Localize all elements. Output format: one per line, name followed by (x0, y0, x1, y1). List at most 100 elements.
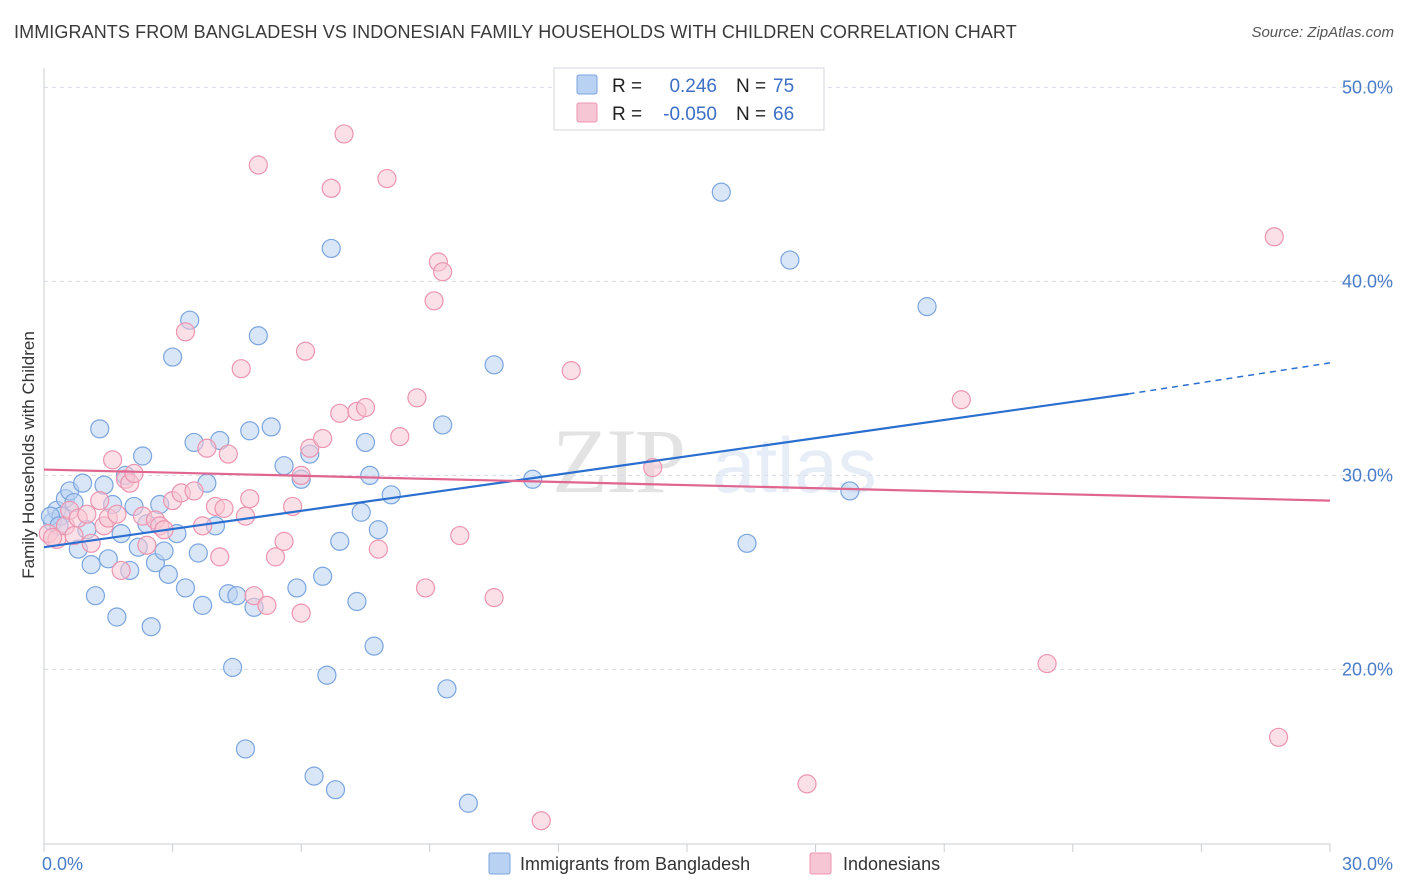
bangladesh-point-40 (235, 739, 256, 759)
bangladesh-point-11 (90, 419, 110, 439)
bangladesh-point-71 (917, 297, 937, 317)
indonesians-point-15 (124, 463, 144, 484)
series-indonesians-points (38, 124, 1289, 831)
bangladesh-point-57 (355, 432, 376, 453)
grid-lines: 20.0% 30.0% 40.0% 50.0% (44, 77, 1393, 679)
stats-blue-n-label: N = (736, 76, 766, 97)
bangladesh-point-69 (780, 250, 800, 270)
bangladesh-trend-line (43, 392, 1129, 549)
indonesians-point-62 (797, 774, 817, 794)
x-tick-label-0: 0.0% (42, 854, 83, 874)
indonesians-point-10 (102, 450, 123, 470)
indonesians-point-52 (407, 388, 427, 408)
bangladesh-point-43 (248, 326, 268, 346)
indonesians-point-7 (90, 491, 110, 511)
indonesians-point-67 (291, 603, 311, 623)
indonesians-point-36 (257, 595, 277, 615)
indonesians-point-29 (214, 498, 234, 518)
indonesians-point-5 (77, 504, 97, 524)
bangladesh-point-59 (364, 636, 384, 656)
y-tick-label-1: 30.0% (1342, 465, 1393, 485)
bangladesh-point-49 (304, 766, 324, 786)
bangladesh-point-55 (347, 591, 367, 612)
bangladesh-point-56 (351, 502, 371, 522)
y-axis-label: Family Households with Children (19, 331, 38, 579)
stats-pink-n-label: N = (736, 104, 766, 125)
stats-pink-swatch (576, 102, 598, 123)
indonesians-point-31 (231, 359, 251, 379)
trend-lines (43, 362, 1331, 549)
bangladesh-point-20 (132, 446, 153, 466)
watermark-zip: ZIP (552, 410, 684, 512)
stats-blue-n-value: 75 (773, 76, 794, 97)
stats-pink-r-value: -0.050 (663, 104, 717, 125)
bangladesh-trend-extension (1128, 362, 1331, 395)
indonesians-point-24 (184, 481, 204, 501)
bangladesh-point-9 (81, 555, 101, 575)
indonesians-point-12 (111, 560, 131, 581)
axes: 0.0% 30.0% (42, 68, 1393, 874)
bangladesh-point-10 (85, 586, 106, 606)
bangladesh-point-27 (163, 347, 183, 367)
stats-blue-r-label: R = (612, 76, 642, 97)
bangladesh-point-60 (368, 520, 388, 540)
indonesians-point-63 (951, 390, 971, 410)
bangladesh-point-26 (158, 564, 178, 584)
bangladesh-point-63 (437, 679, 457, 699)
indonesians-point-65 (1264, 227, 1284, 247)
watermark: ZIP atlas (552, 410, 877, 512)
bangladesh-point-52 (321, 238, 341, 259)
y-tick-label-3: 50.0% (1342, 77, 1393, 97)
indonesians-point-48 (355, 397, 376, 418)
bangladesh-point-15 (107, 607, 127, 627)
bangladesh-point-62 (433, 415, 453, 435)
indonesians-point-56 (433, 262, 453, 282)
indonesians-point-59 (531, 811, 551, 831)
indonesians-point-60 (561, 361, 581, 381)
indonesians-point-34 (244, 586, 264, 606)
indonesians-point-50 (377, 168, 397, 189)
indonesians-point-53 (415, 578, 436, 598)
source-credit: Source: ZipAtlas.com (1251, 24, 1394, 41)
bangladesh-point-44 (261, 417, 281, 437)
indonesians-point-43 (313, 428, 333, 449)
bangladesh-point-41 (240, 421, 260, 441)
indonesians-point-23 (175, 322, 196, 342)
x-tick-label-1: 30.0% (1342, 854, 1393, 874)
bangladesh-point-67 (711, 182, 731, 202)
stats-blue-r-value: 0.246 (669, 76, 717, 97)
bangladesh-point-32 (188, 543, 208, 563)
indonesians-point-46 (334, 124, 354, 144)
bangladesh-point-13 (98, 549, 118, 569)
bangladesh-point-46 (287, 578, 307, 598)
bangladesh-point-25 (154, 541, 174, 561)
bangladesh-point-38 (223, 657, 243, 678)
bangladesh-point-16 (111, 523, 131, 544)
bangladesh-point-68 (737, 533, 757, 553)
legend-label-bangladesh: Immigrants from Bangladesh (520, 854, 750, 874)
bangladesh-point-29 (175, 578, 196, 598)
indonesians-point-30 (218, 444, 238, 464)
bangladesh-point-50 (313, 566, 333, 586)
indonesians-point-11 (107, 504, 127, 524)
bangladesh-point-45 (274, 456, 294, 476)
indonesians-point-33 (240, 489, 260, 509)
bangladesh-point-39 (227, 586, 247, 606)
bangladesh-point-33 (193, 595, 213, 615)
bangladesh-point-51 (317, 665, 337, 685)
y-tick-label-2: 40.0% (1342, 271, 1393, 291)
bangladesh-point-61 (381, 485, 401, 505)
indonesians-point-45 (330, 403, 350, 423)
chart-title: IMMIGRANTS FROM BANGLADESH VS INDONESIAN… (14, 22, 1017, 42)
indonesians-point-61 (643, 458, 663, 478)
stats-box: R = 0.246 N = 75 R = -0.050 N = 66 (553, 67, 825, 131)
stats-blue-swatch (576, 74, 598, 95)
stats-pink-r-label: R = (612, 104, 642, 125)
legend: Immigrants from Bangladesh Indonesians (488, 852, 940, 875)
bangladesh-point-58 (360, 465, 380, 485)
stats-pink-n-value: 66 (773, 104, 794, 125)
indonesians-point-38 (274, 531, 294, 551)
bangladesh-point-7 (72, 473, 93, 493)
bangladesh-point-53 (325, 780, 346, 800)
